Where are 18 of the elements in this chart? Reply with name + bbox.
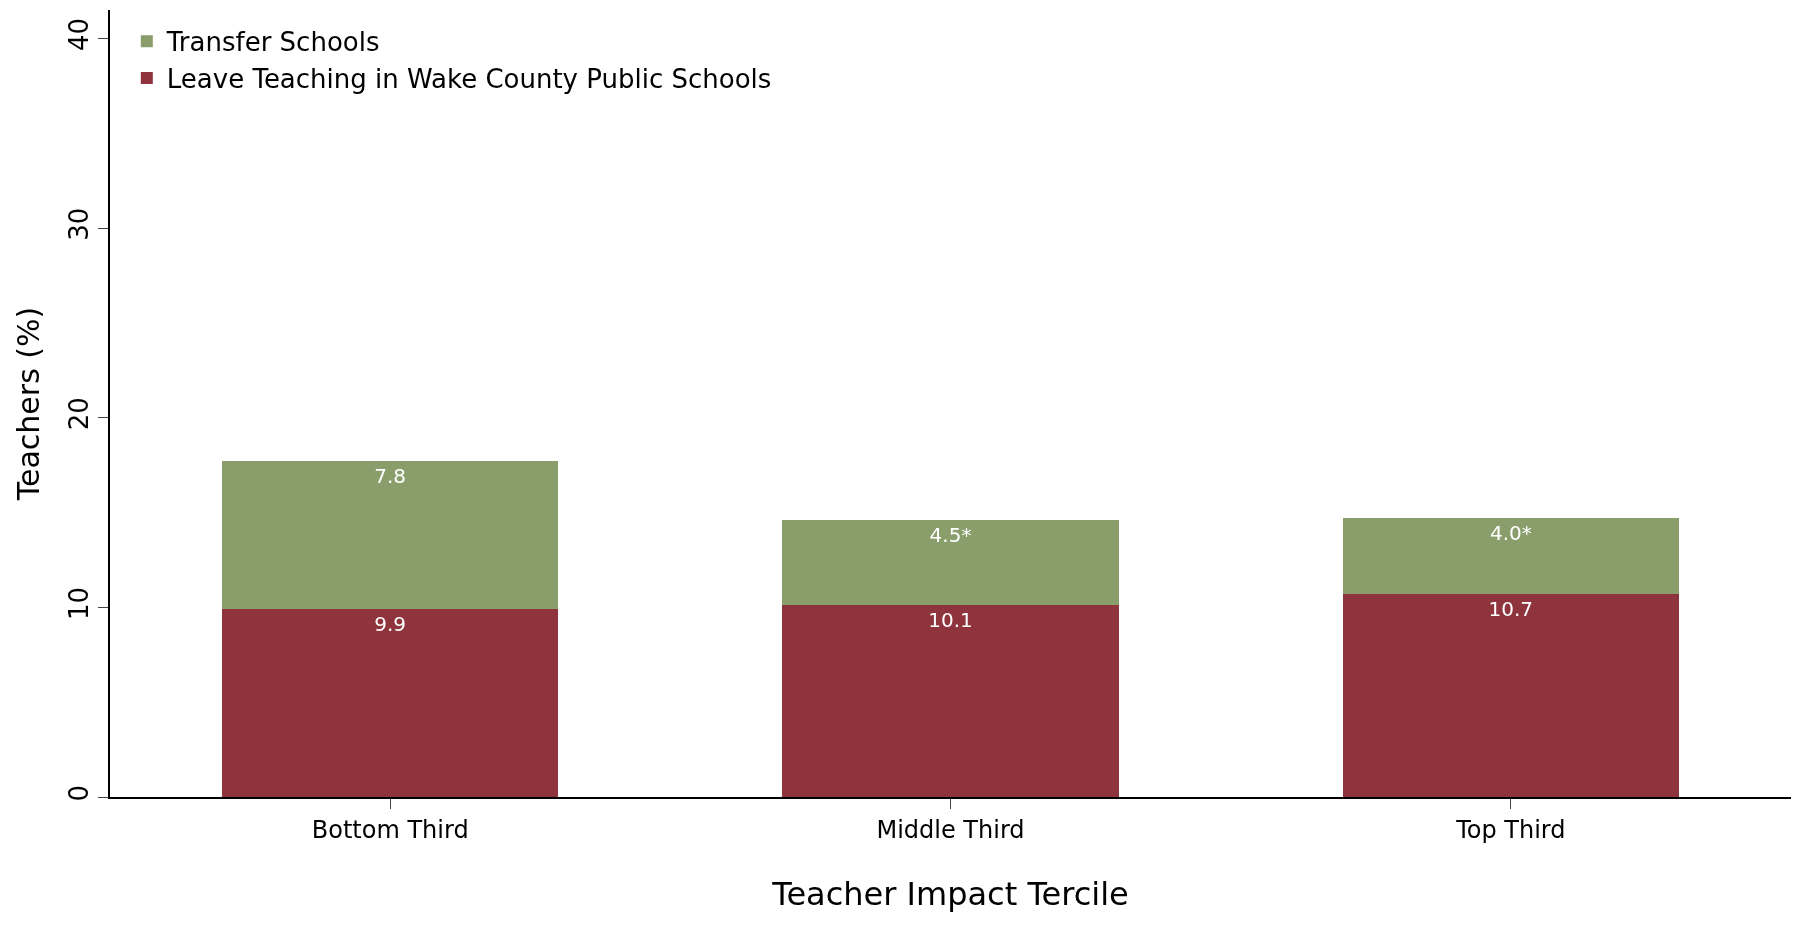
data-label: 10.1 — [928, 608, 973, 633]
legend-label: Transfer Schools — [165, 27, 380, 58]
data-label: 10.7 — [1488, 597, 1534, 622]
data-label: 4.5* — [929, 523, 972, 548]
y-tick-label: 0 — [63, 784, 94, 802]
x-tick-label: Bottom Third — [311, 815, 469, 844]
data-label: 4.0* — [1489, 521, 1532, 546]
x-tick-label: Top Third — [1455, 815, 1566, 844]
y-tick-label: 10 — [63, 586, 94, 621]
data-label: 7.8 — [374, 464, 407, 489]
y-tick-label: 40 — [63, 18, 94, 52]
x-tick-label: Middle Third — [876, 815, 1025, 844]
y-tick-label: 30 — [63, 207, 94, 241]
y-tick-label: 20 — [63, 397, 94, 431]
y-axis-title: Teachers (%) — [11, 306, 47, 502]
data-label: 9.9 — [374, 612, 407, 637]
x-axis-title: Teacher Impact Tercile — [771, 874, 1129, 913]
legend-label: Leave Teaching in Wake County Public Schools — [166, 64, 772, 95]
